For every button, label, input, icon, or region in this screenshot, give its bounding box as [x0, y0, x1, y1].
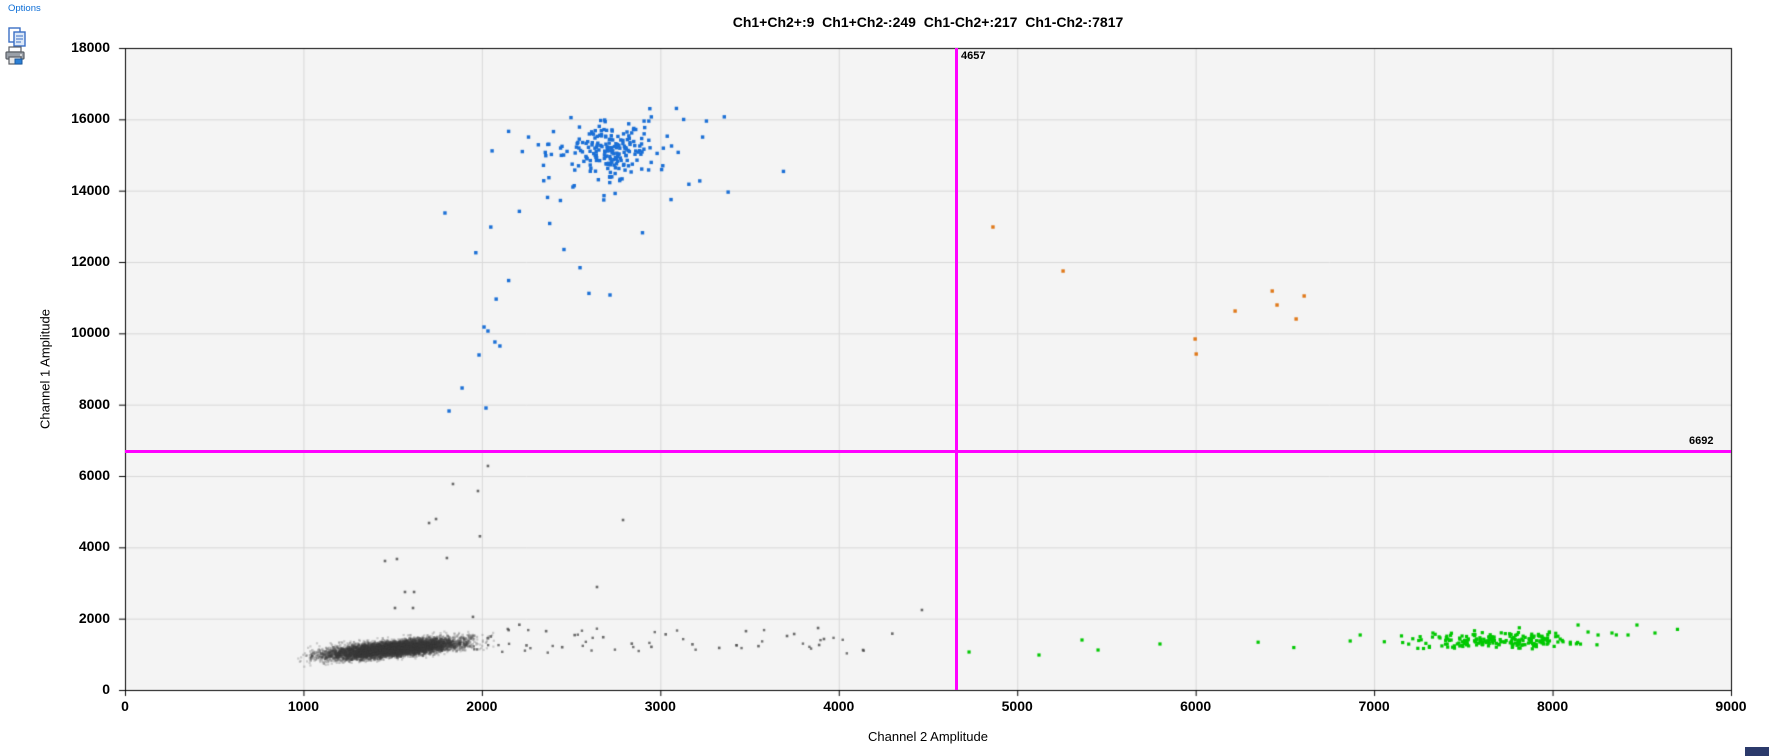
- y-tick-label: 12000: [71, 253, 110, 269]
- x-tick-label: 3000: [644, 698, 676, 714]
- x-tick-label: 4000: [823, 698, 855, 714]
- ch2-threshold-value: 4657: [961, 50, 986, 62]
- clipped-ui-fragment: [1745, 747, 1769, 756]
- y-tick-label: 14000: [71, 181, 110, 198]
- x-tick-label: 8000: [1536, 698, 1569, 714]
- ch1-threshold-line[interactable]: [125, 449, 1731, 453]
- ch2-threshold-line[interactable]: [954, 48, 958, 690]
- y-tick-label: 6000: [78, 467, 110, 483]
- y-tick-label: 4000: [78, 538, 110, 555]
- x-tick-label: 7000: [1358, 698, 1390, 714]
- y-tick-label: 10000: [71, 324, 110, 341]
- x-tick-label: 2000: [466, 698, 498, 714]
- x-tick-label: 1000: [287, 698, 320, 714]
- ch1-threshold-value: 6692: [1689, 435, 1714, 448]
- y-tick-label: 8000: [78, 395, 110, 412]
- x-tick-label: 6000: [1180, 698, 1212, 714]
- x-tick-label: 5000: [1001, 698, 1033, 714]
- y-tick-label: 2000: [78, 609, 110, 626]
- x-axis-title: Channel 2 Amplitude: [868, 729, 988, 744]
- y-axis-title: Channel 1 Amplitude: [37, 309, 53, 429]
- y-tick-label: 16000: [71, 110, 110, 127]
- x-tick-label: 9000: [1715, 698, 1747, 714]
- y-tick-label: 0: [102, 681, 110, 697]
- y-tick-label: 18000: [71, 39, 110, 55]
- x-tick-label: 0: [121, 698, 129, 714]
